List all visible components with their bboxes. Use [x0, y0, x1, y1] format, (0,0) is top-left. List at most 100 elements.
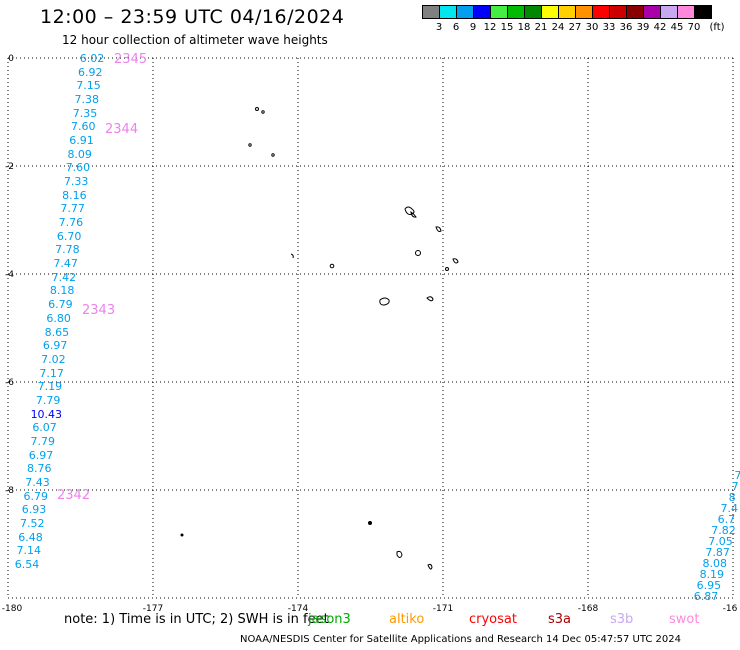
legend-swatch — [422, 5, 440, 19]
legend-label: 39 — [636, 22, 650, 33]
island-outline — [255, 107, 259, 111]
legend-label: 6 — [452, 22, 460, 33]
wave-height-label: 6.92 — [77, 65, 103, 79]
legend-swatch — [677, 5, 695, 19]
wave-height-label: 7.77 — [60, 202, 85, 216]
island-outline — [248, 143, 252, 147]
wave-height-label: 7.4 — [720, 502, 739, 515]
island-outline — [426, 296, 434, 302]
island-outline — [415, 250, 421, 256]
graticule — [7, 57, 734, 599]
wave-height-label: 6.70 — [56, 229, 82, 243]
wave-height-label: 7.38 — [74, 93, 99, 107]
legend-label: 24 — [551, 22, 565, 33]
mission-label: s3b — [610, 612, 634, 627]
page-subtitle: 12 hour collection of altimeter wave hei… — [62, 33, 328, 47]
legend-swatch — [558, 5, 576, 19]
x-tick-label: -16 — [723, 604, 738, 614]
footer-note: note: 1) Time is in UTC; 2) SWH is in fe… — [64, 612, 329, 627]
legend-label: 42 — [653, 22, 667, 33]
legend-label: 27 — [568, 22, 582, 33]
y-tick-label: -4 — [5, 270, 14, 280]
wave-height-label: 7.60 — [65, 161, 91, 175]
wave-height-label: 8.16 — [62, 188, 87, 202]
y-tick-label: 0 — [8, 54, 14, 64]
pass-number: 2343 — [82, 303, 116, 318]
legend-unit: (ft) — [709, 22, 725, 33]
island-outline — [452, 258, 459, 264]
x-tick-label: -168 — [578, 604, 599, 614]
pass-number: 2344 — [105, 122, 139, 137]
island-outline — [261, 110, 265, 114]
axis-labels: -180 -177 -174 -171 -168 -16 0 -2 -4 -6 -8 — [2, 54, 738, 614]
island-outlines — [180, 107, 459, 570]
island-outline — [445, 267, 449, 271]
island-outline — [180, 533, 184, 537]
wave-height-label: 6.97 — [28, 448, 54, 462]
x-tick-label: -177 — [143, 604, 163, 614]
legend-swatch — [609, 5, 627, 19]
wave-height-label: 7.79 — [30, 434, 56, 448]
wave-height-label: 7.35 — [72, 106, 98, 120]
legend-label: 18 — [517, 22, 531, 33]
wave-height-label: 7.43 — [25, 475, 50, 489]
color-legend: 3 6 9 12 15 18 21 24 27 30 33 36 39 42 45 70 (ft) — [422, 5, 738, 35]
pass-number: 2342 — [57, 488, 91, 503]
x-tick-label: -174 — [288, 604, 309, 614]
wave-height-label: 7.79 — [35, 393, 61, 407]
legend-label: 30 — [585, 22, 599, 33]
island-outline — [404, 206, 415, 215]
wave-height-label: 7.82 — [711, 524, 736, 537]
y-tick-label: -2 — [5, 162, 14, 172]
legend-swatch — [694, 5, 712, 19]
wave-height-label: 7.14 — [16, 544, 42, 558]
x-tick-label: -171 — [433, 604, 453, 614]
wave-height-label: 7.05 — [708, 535, 733, 548]
wave-height-label: 6.91 — [69, 134, 94, 148]
wave-height-label: 6.95 — [696, 579, 722, 592]
legend-label: 70 — [687, 22, 701, 33]
mission-label: cryosat — [469, 612, 517, 627]
y-tick-label: -8 — [5, 486, 14, 496]
island-outline — [396, 550, 403, 558]
credit-line: NOAA/NESDIS Center for Satellite Applica… — [240, 634, 682, 645]
island-outline — [290, 253, 294, 259]
wave-height-label: 6.80 — [46, 311, 71, 325]
island-outline — [379, 297, 390, 306]
wave-height-label: 7.60 — [70, 120, 96, 134]
wave-height-label: 7.78 — [55, 243, 80, 257]
wave-height-label: 7.15 — [76, 79, 101, 93]
wave-height-label: 8.18 — [49, 284, 75, 298]
mission-label: jason3 — [308, 612, 351, 627]
wave-height-label: 8.08 — [702, 557, 727, 570]
wave-height-label: 8 — [728, 491, 736, 504]
legend-label: 3 — [435, 22, 443, 33]
legend-swatch — [439, 5, 457, 19]
wave-height-label: 7 — [731, 480, 739, 493]
pass-number: 2345 — [114, 52, 148, 67]
legend-swatch — [473, 5, 491, 19]
legend-label: 36 — [619, 22, 633, 33]
legend-swatch — [507, 5, 525, 19]
wave-height-label: 7.76 — [58, 216, 84, 230]
legend-label: 21 — [534, 22, 548, 33]
island-outline — [435, 226, 442, 232]
legend-swatch — [643, 5, 661, 19]
legend-swatch — [592, 5, 610, 19]
wave-height-label: 10.43 — [30, 407, 63, 421]
page-title: 12:00 – 23:59 UTC 04/16/2024 — [40, 6, 345, 28]
wave-height-label: 7.47 — [53, 257, 78, 271]
legend-swatch — [524, 5, 542, 19]
island-outline — [427, 563, 433, 570]
wave-height-label: 8.65 — [44, 325, 70, 339]
wave-height-label: 7.02 — [41, 352, 66, 366]
wave-height-label: 7.19 — [37, 380, 63, 394]
wave-height-label: 6.93 — [21, 503, 47, 517]
mission-label: swot — [669, 612, 700, 627]
wave-height-label: 7.87 — [705, 546, 730, 559]
legend-swatch — [575, 5, 593, 19]
legend-label: 15 — [500, 22, 514, 33]
wave-height-label: 6.48 — [18, 530, 43, 544]
wave-height-label: 6.97 — [42, 339, 68, 353]
